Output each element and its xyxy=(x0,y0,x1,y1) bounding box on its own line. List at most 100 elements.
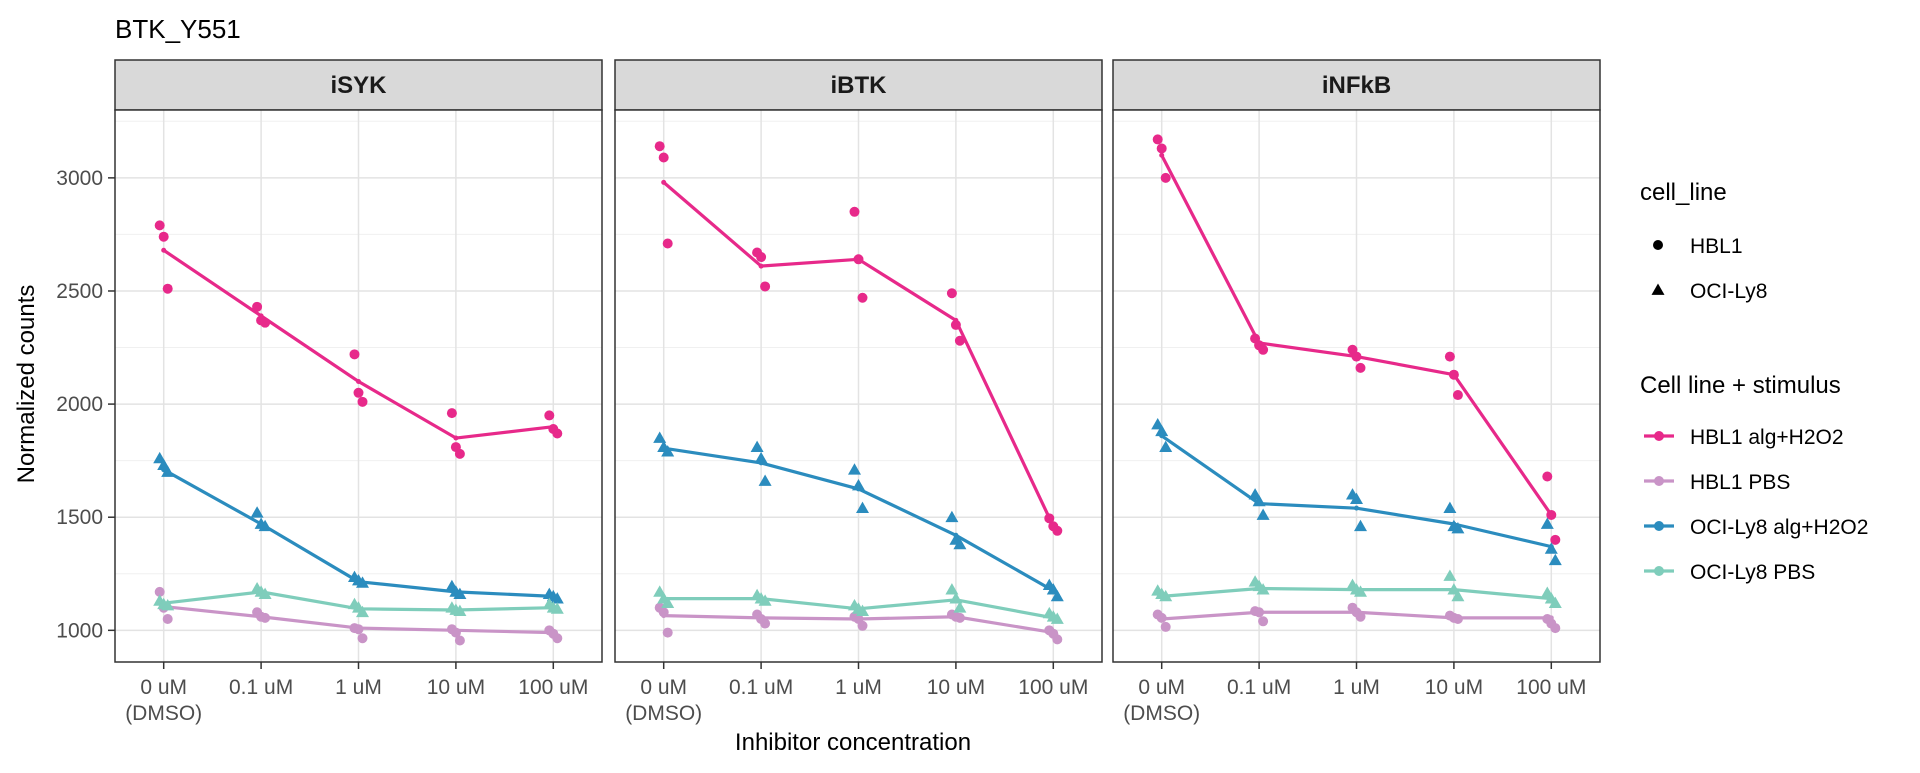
data-point xyxy=(1448,369,1459,380)
shape-legend-label: HBL1 xyxy=(1690,235,1743,258)
color-legend-key-point xyxy=(1654,431,1664,441)
color-legend-key-point xyxy=(1654,476,1664,486)
data-point xyxy=(1452,390,1463,401)
data-point xyxy=(544,410,555,421)
data-point xyxy=(1160,621,1171,632)
y-axis-title: Normalized counts xyxy=(13,285,40,484)
data-point xyxy=(945,510,959,523)
x-tick-label: 0 uM (DMSO) xyxy=(125,676,202,725)
data-point xyxy=(756,252,767,263)
facet-strip xyxy=(1112,59,1601,111)
facet-label: iNFkB xyxy=(1322,72,1391,99)
facet-strip xyxy=(114,59,603,111)
data-point xyxy=(1444,351,1455,362)
data-point xyxy=(1443,569,1457,581)
data-point xyxy=(1451,522,1465,534)
data-point xyxy=(353,624,364,635)
chart-title: BTK_Y551 xyxy=(115,14,241,44)
x-axis-title: Inhibitor concentration xyxy=(735,729,971,756)
data-point xyxy=(949,592,963,604)
x-tick-label-line: 0.1 uM xyxy=(729,676,793,699)
data-point xyxy=(1548,553,1562,566)
data-point xyxy=(954,335,965,346)
y-tick-label: 2500 xyxy=(56,280,103,303)
data-point xyxy=(1159,440,1173,452)
data-point xyxy=(258,587,272,600)
data-point xyxy=(750,440,764,452)
facet-label: iSYK xyxy=(330,72,387,99)
data-point xyxy=(1354,519,1367,532)
color-legend-title: Cell line + stimulus xyxy=(1640,372,1841,399)
data-point xyxy=(1354,585,1367,597)
data-point xyxy=(661,445,675,457)
data-point xyxy=(552,428,563,439)
x-tick-label-line: 10 uM xyxy=(1425,676,1483,699)
facet-strip xyxy=(614,59,1103,111)
x-tick-label-line: 0 uM xyxy=(140,676,187,699)
x-tick-label: 100 uM xyxy=(1516,676,1586,699)
data-point xyxy=(953,601,967,613)
data-point xyxy=(1050,589,1064,602)
color-legend-label: HBL1 alg+H2O2 xyxy=(1690,426,1844,449)
data-point xyxy=(454,448,465,459)
legend: cell_line HBL1 OCI-Ly8 Cell line + stimulus… xyxy=(1640,179,1868,584)
data-point xyxy=(453,587,467,600)
data-point xyxy=(357,396,368,407)
data-point xyxy=(1156,612,1167,623)
color-legend-label: OCI-Ly8 PBS xyxy=(1690,561,1815,584)
x-tick-label: 0.1 uM xyxy=(229,676,293,699)
data-point xyxy=(758,474,772,486)
data-point xyxy=(1350,492,1363,504)
x-tick-label: 0 uM (DMSO) xyxy=(625,676,702,725)
data-point xyxy=(446,408,457,419)
color-legend-label: HBL1 PBS xyxy=(1690,471,1790,494)
data-point xyxy=(1152,134,1163,145)
data-point xyxy=(945,583,959,595)
data-point xyxy=(1256,583,1270,595)
data-point xyxy=(653,431,667,443)
data-point xyxy=(154,586,165,597)
x-tick-label-line: 0 uM xyxy=(1138,676,1185,699)
shape-legend-label: OCI-Ly8 xyxy=(1690,280,1767,303)
data-point xyxy=(1050,612,1064,624)
data-point xyxy=(1452,614,1463,625)
data-point xyxy=(357,633,368,644)
data-point xyxy=(856,501,869,514)
data-point xyxy=(453,604,467,616)
data-point xyxy=(1443,501,1457,514)
data-point xyxy=(550,602,564,614)
data-point xyxy=(1258,344,1269,355)
data-point xyxy=(250,506,264,518)
data-point xyxy=(954,612,965,623)
data-point xyxy=(1052,525,1063,536)
data-point xyxy=(450,627,461,638)
data-point xyxy=(1155,424,1169,437)
data-point xyxy=(154,220,165,231)
data-point xyxy=(953,537,967,550)
data-point xyxy=(161,465,175,477)
data-point xyxy=(1540,517,1554,529)
x-tick-label: 10 uM xyxy=(927,676,985,699)
x-tick-label-line: 0.1 uM xyxy=(229,676,293,699)
x-tick-label-line: 0.1 uM xyxy=(1227,676,1291,699)
facet-panels: iSYK 0 uM (DMSO) 0.1 uM 1 uM 10 uM 100 uM 1000 1… xyxy=(56,59,1601,725)
series-line-vertex xyxy=(356,378,361,384)
x-tick-label: 100 uM xyxy=(518,676,588,699)
series-line-vertex xyxy=(1159,152,1165,158)
data-point xyxy=(1159,589,1173,602)
data-point xyxy=(260,317,271,328)
data-point xyxy=(162,283,173,294)
y-tick-label: 3000 xyxy=(56,167,103,190)
shape-legend-key xyxy=(1653,240,1663,250)
shape-legend-key xyxy=(1651,283,1665,295)
data-point xyxy=(356,576,369,588)
data-point xyxy=(161,598,175,611)
x-tick-label-line: 0 uM xyxy=(640,676,687,699)
x-tick-label-line: 100 uM xyxy=(1516,676,1586,699)
data-point xyxy=(258,519,272,532)
data-point xyxy=(848,463,861,475)
data-point xyxy=(1256,508,1270,520)
facet-panel-infkb: iNFkB 0 uM (DMSO) 0.1 uM 1 uM 10 uM 100 uM xyxy=(1112,59,1601,725)
